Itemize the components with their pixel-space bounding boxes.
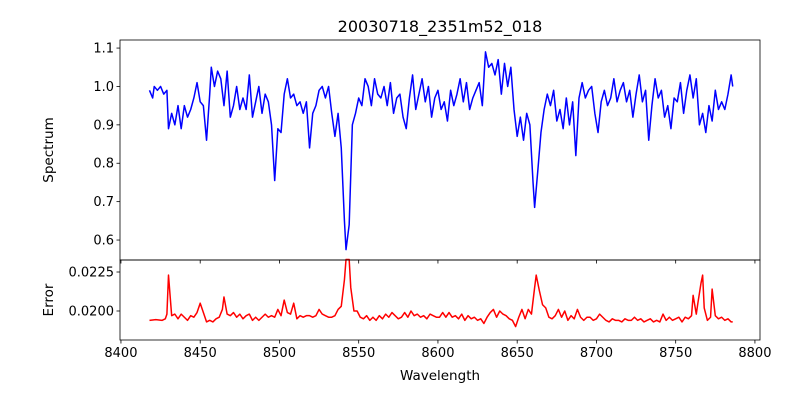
y-tick-label: 0.6 — [93, 234, 114, 249]
y-tick-label: 1.0 — [93, 80, 114, 95]
x-tick-label: 8800 — [738, 346, 771, 361]
x-tick-label: 8550 — [342, 346, 375, 361]
y-tick-label: 0.8 — [93, 157, 114, 172]
error-y-label: Error — [41, 283, 57, 316]
x-tick-label: 8750 — [659, 346, 692, 361]
x-tick-label: 8650 — [501, 346, 534, 361]
x-tick-label: 8450 — [184, 346, 217, 361]
axes-frame — [119, 259, 761, 341]
x-tick-label: 8400 — [104, 346, 137, 361]
error-panel: 0.0200 0.0225 8400 8450 8500 8550 8600 8650 8700… — [69, 258, 771, 361]
x-axis-label: Wavelength — [400, 368, 480, 384]
y-tick-label: 0.0200 — [69, 304, 115, 319]
spectrum-series-line — [148, 51, 734, 251]
x-tick-label: 8700 — [580, 346, 613, 361]
x-tick-label: 8500 — [263, 346, 296, 361]
spectrum-y-label: Spectrum — [41, 117, 57, 182]
y-tick-label: 1.1 — [93, 42, 114, 57]
y-tick-label: 0.9 — [93, 118, 114, 133]
x-tick-label: 8600 — [421, 346, 454, 361]
y-tick-label: 0.0225 — [69, 266, 115, 281]
error-series-line — [149, 258, 733, 328]
chart-title: 20030718_2351m52_018 — [338, 17, 543, 37]
y-tick-label: 0.7 — [93, 195, 114, 210]
